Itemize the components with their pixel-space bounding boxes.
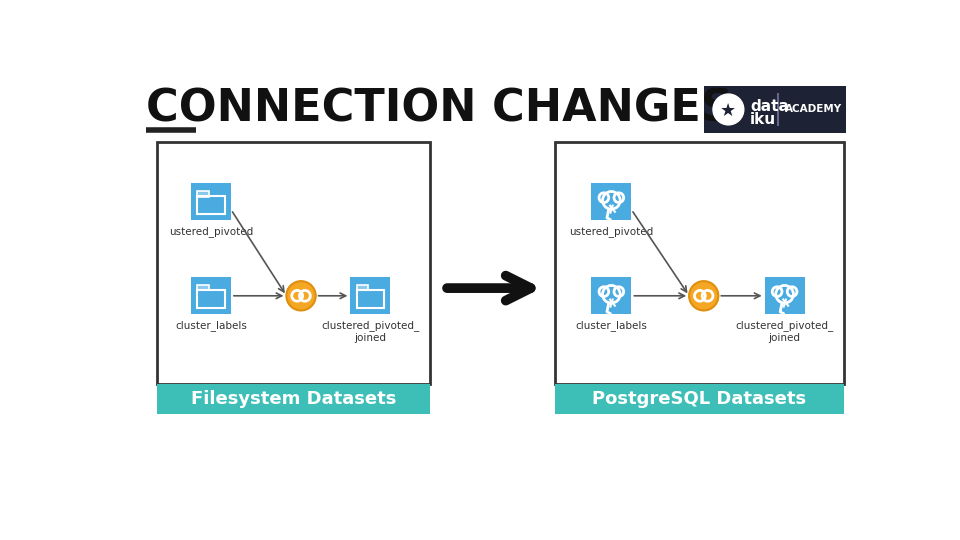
FancyBboxPatch shape — [591, 278, 632, 314]
Circle shape — [689, 281, 718, 310]
Text: clustered_pivoted_
joined: clustered_pivoted_ joined — [735, 320, 833, 343]
Text: clustered_pivoted_
joined: clustered_pivoted_ joined — [322, 320, 420, 343]
FancyBboxPatch shape — [350, 278, 391, 314]
FancyBboxPatch shape — [157, 142, 430, 384]
FancyBboxPatch shape — [555, 384, 844, 414]
FancyBboxPatch shape — [198, 191, 208, 197]
Text: cluster_labels: cluster_labels — [575, 320, 647, 332]
Text: ★: ★ — [720, 102, 736, 120]
FancyBboxPatch shape — [357, 285, 369, 291]
FancyBboxPatch shape — [191, 278, 231, 314]
Text: PostgreSQL Datasets: PostgreSQL Datasets — [592, 390, 806, 408]
Text: CONNECTION CHANGES: CONNECTION CHANGES — [146, 88, 732, 131]
Text: cluster_labels: cluster_labels — [175, 320, 247, 332]
Text: ustered_pivoted: ustered_pivoted — [169, 226, 253, 238]
FancyBboxPatch shape — [191, 184, 231, 220]
Text: ustered_pivoted: ustered_pivoted — [569, 226, 654, 238]
FancyBboxPatch shape — [157, 384, 430, 414]
Circle shape — [713, 94, 744, 125]
FancyBboxPatch shape — [198, 285, 208, 291]
Text: iku: iku — [750, 112, 776, 127]
Circle shape — [286, 281, 316, 310]
FancyBboxPatch shape — [704, 86, 846, 132]
Text: Filesystem Datasets: Filesystem Datasets — [191, 390, 396, 408]
Text: data: data — [750, 99, 789, 114]
FancyBboxPatch shape — [764, 278, 804, 314]
Text: ACADEMY: ACADEMY — [784, 104, 842, 114]
FancyBboxPatch shape — [555, 142, 844, 384]
FancyBboxPatch shape — [591, 184, 632, 220]
